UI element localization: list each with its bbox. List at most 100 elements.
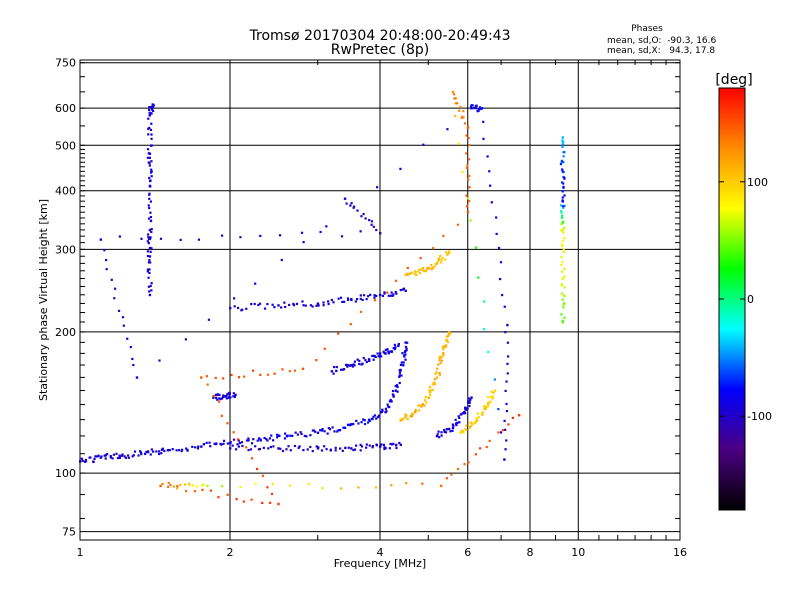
data-point [219,442,222,445]
data-point [300,432,303,436]
data-point [399,167,402,170]
data-point [118,235,121,238]
data-point [359,310,363,313]
phase-header: Phases [631,24,663,34]
data-point [490,201,493,204]
data-point [152,105,155,109]
data-point [220,414,223,417]
data-point [314,430,317,433]
data-point [299,431,302,434]
data-point [401,288,404,291]
data-point [392,395,395,398]
data-point [319,429,322,432]
data-point [400,361,403,364]
data-point [499,277,502,281]
data-point [391,294,394,297]
data-point [132,363,135,367]
data-point [393,348,396,351]
data-point [454,97,457,100]
data-point [147,217,151,220]
data-point [359,297,362,300]
data-point [454,418,457,421]
data-point [249,448,253,451]
data-point [148,126,151,130]
data-point [280,258,283,262]
data-point [228,393,231,396]
data-point [390,350,393,354]
data-point [396,390,399,393]
data-point [291,434,294,437]
data-point [446,340,449,344]
data-point [438,373,442,377]
data-point [353,448,357,451]
data-point [220,234,224,237]
data-point [561,145,564,149]
data-point [436,367,439,370]
data-point [352,206,355,209]
data-point [471,423,474,426]
data-point [225,394,228,398]
data-point [443,428,446,432]
data-point [388,447,391,450]
data-point [306,448,309,451]
data-point [288,303,291,307]
data-point [392,346,395,350]
data-point [375,186,379,189]
data-point [298,445,301,448]
data-point [474,420,477,423]
data-point [226,493,229,496]
data-point [487,350,490,354]
data-point [381,294,385,298]
data-point [261,474,265,477]
data-point [462,116,465,119]
data-point [463,122,467,125]
data-point [506,341,510,344]
data-point [563,204,566,208]
data-point [420,268,423,271]
data-point [368,218,371,222]
data-point [348,364,352,367]
data-point [452,93,456,96]
data-point [425,401,428,404]
data-point [473,106,476,110]
data-point [160,452,163,455]
data-point [383,291,386,294]
data-point [394,346,397,349]
data-point [399,288,402,292]
data-point [233,305,236,308]
data-point [383,351,386,355]
data-point [213,442,216,445]
data-point [357,486,360,489]
data-point [311,305,314,308]
data-point [436,260,439,263]
data-point [478,447,482,450]
data-point [131,455,134,458]
data-point [315,445,318,448]
data-point [105,268,108,271]
x-tick-label: 8 [527,546,534,559]
data-point [559,163,563,166]
trace-11 [99,90,521,506]
data-point [287,445,290,448]
data-point [363,422,367,426]
data-point [161,482,164,486]
data-point [345,364,348,367]
data-point [560,216,564,219]
data-point [304,304,307,307]
x-tick-label: 16 [673,546,687,559]
data-point [288,484,292,487]
data-point [451,429,454,432]
data-point [206,484,209,488]
data-point [131,357,134,361]
y-axis-ticks: 75 100 200 300 400 500 600 750 [55,57,680,539]
data-point [483,328,486,331]
data-point [243,375,246,378]
data-point [194,446,197,449]
data-point [454,102,457,105]
data-point [505,439,508,442]
data-point [421,402,424,406]
data-point [429,389,432,392]
data-point [380,410,383,414]
data-point [398,371,402,374]
data-point [402,364,405,367]
